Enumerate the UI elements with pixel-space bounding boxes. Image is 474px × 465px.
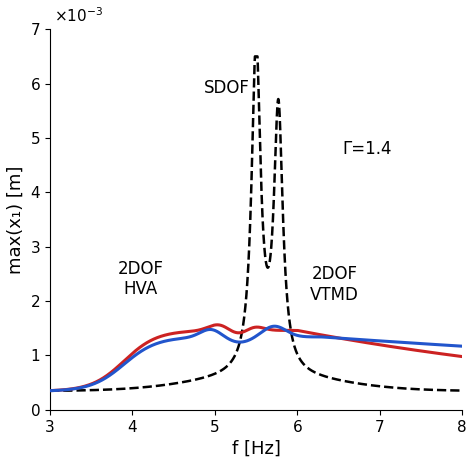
Text: Γ=1.4: Γ=1.4 <box>343 140 392 158</box>
X-axis label: f [Hz]: f [Hz] <box>232 440 281 458</box>
Text: SDOF: SDOF <box>204 79 250 97</box>
Text: 2DOF
VTMD: 2DOF VTMD <box>310 265 359 304</box>
Text: 2DOF
HVA: 2DOF HVA <box>118 259 164 299</box>
Y-axis label: max(x₁) [m]: max(x₁) [m] <box>7 166 25 274</box>
Text: $\times10^{-3}$: $\times10^{-3}$ <box>54 7 103 26</box>
